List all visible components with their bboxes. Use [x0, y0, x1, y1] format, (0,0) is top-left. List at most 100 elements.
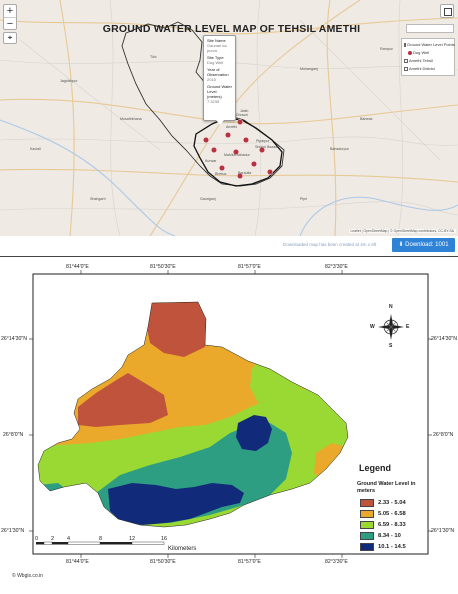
- place-label: Pipri: [300, 197, 307, 201]
- scale-unit: Kilometers: [168, 546, 197, 552]
- legend-label: 6.59 - 8.33: [378, 521, 406, 528]
- place-label: Bahadurpur: [330, 147, 350, 151]
- download-bar: Downloaded map has been created at 4m x …: [0, 236, 458, 254]
- download-status-text: Downloaded map has been created at 4m x …: [283, 242, 377, 247]
- place-label: Mohanganj: [300, 67, 318, 71]
- layer-item-dug-well[interactable]: Dug Well: [404, 49, 452, 57]
- compass-west-label: W: [370, 324, 375, 330]
- copyright-credit: © Wbgis.co.in: [12, 573, 43, 579]
- scale-tick-label: 8: [99, 536, 103, 542]
- layer-group-ground-water[interactable]: Ground Water Level Points: [404, 41, 455, 49]
- popup-value: Dug Well: [207, 60, 224, 65]
- coord-top-3: 81°57'0"E: [238, 264, 261, 270]
- place-label: Dhrauri: [236, 113, 248, 117]
- coord-left-1: 26°14'30"N: [1, 336, 27, 342]
- coord-bottom-2: 81°50'30"E: [150, 559, 176, 565]
- legend-label: 5.05 - 6.58: [378, 510, 406, 517]
- coord-top-1: 81°44'0"E: [66, 264, 89, 270]
- tehsil-outline: [37, 301, 349, 528]
- place-label: Bhetua: [215, 172, 226, 176]
- fullscreen-icon[interactable]: [440, 4, 454, 18]
- coord-top-4: 82°3'30"E: [325, 264, 348, 270]
- zone-10-1-14-5-south: [108, 483, 244, 525]
- coord-right-3: 26°1'30"N: [431, 528, 455, 534]
- popup-value: Gaunari ka purva: [207, 43, 227, 53]
- coord-right-1: 26°14'30"N: [431, 336, 457, 342]
- layer-checkbox[interactable]: [404, 43, 406, 47]
- zoom-in-button[interactable]: +: [6, 5, 14, 17]
- coord-bottom-3: 81°57'0"E: [238, 559, 261, 565]
- place-label: Piparpur: [256, 139, 270, 143]
- legend-item: 8.34 - 10: [360, 531, 401, 540]
- legend-swatch: [360, 509, 374, 518]
- layer-item-amethi-tehsil[interactable]: Amethi Tehsil: [404, 57, 452, 65]
- web-map-panel[interactable]: Amethi Jaish Tiloi Mohanganj Rampur Jagdishpu…: [0, 0, 458, 236]
- coord-left-3: 26°1'30"N: [1, 528, 25, 534]
- place-label: Shukul Bazaar: [255, 145, 279, 149]
- search-input[interactable]: [406, 24, 454, 33]
- legend-label: 2.33 - 5.04: [378, 499, 406, 506]
- scale-bar: [36, 541, 165, 545]
- zone-10-1-14-5-center: [236, 415, 272, 451]
- scale-tick-label: 16: [161, 536, 168, 542]
- place-label: Shahgarh: [90, 197, 106, 201]
- legend-item: 6.59 - 8.33: [360, 520, 406, 529]
- legend-subtitle: Ground Water Level in meters: [357, 481, 416, 494]
- layer-checkbox[interactable]: [404, 59, 408, 63]
- popup-value: 2015: [207, 77, 216, 82]
- place-label: Mahika bahadur: [224, 153, 251, 157]
- printed-map: [29, 270, 432, 558]
- place-label: Musafirkhana: [120, 117, 142, 121]
- coord-bottom-4: 82°3'30"E: [325, 559, 348, 565]
- compass-south-label: S: [389, 343, 393, 349]
- layer-checkbox[interactable]: [404, 67, 408, 71]
- popup-value: 7.3235: [207, 99, 220, 104]
- layer-item-label: Dug Well: [413, 50, 430, 55]
- coord-bottom-1: 81°44'0"E: [66, 559, 89, 565]
- popup-label: Site Name: [207, 38, 226, 43]
- legend-title: Legend: [359, 463, 392, 473]
- coord-top-2: 81°50'30"E: [150, 264, 176, 270]
- print-map-panel: 81°44'0"E 81°50'30"E 81°57'0"E 82°3'30"E…: [0, 256, 458, 593]
- zoom-out-button[interactable]: −: [4, 17, 16, 30]
- legend-swatch: [360, 531, 374, 540]
- legend-item: 10.1 - 14.5: [360, 542, 406, 551]
- scale-tick-label: 2: [51, 536, 55, 542]
- zone-2-33-5-04-north: [146, 302, 206, 357]
- dug-well-swatch-icon: [408, 51, 412, 55]
- map-title: GROUND WATER LEVEL MAP OF TEHSIL AMETHI: [102, 23, 361, 35]
- place-label: Jagdishpur: [60, 79, 78, 83]
- scale-tick-label: 0: [35, 536, 39, 542]
- legend-swatch: [360, 542, 374, 551]
- coord-right-2: 26°8'0"N: [433, 432, 454, 438]
- place-label: Jaish: [240, 109, 248, 113]
- compass-north-label: N: [389, 304, 393, 310]
- place-label: Baraulia: [238, 171, 251, 175]
- layer-item-label: Amethi Tehsil: [409, 58, 433, 63]
- popup-label: Site Type: [207, 55, 224, 60]
- download-button[interactable]: ⬇ Download: 1001: [392, 238, 455, 252]
- scale-tick-label: 12: [129, 536, 136, 542]
- layer-item-label: Amethi District: [409, 66, 435, 71]
- amethi-district-boundary: [121, 21, 285, 187]
- popup-label: Year of Observation: [207, 67, 229, 77]
- place-label: Tiloi: [150, 55, 157, 59]
- scale-tick-label: 4: [67, 536, 71, 542]
- place-label: Kurwar: [205, 159, 217, 163]
- map-attribution[interactable]: Leaflet | OpenStreetMap | © OpenStreetMa…: [348, 229, 456, 233]
- layer-group-label: Ground Water Level Points: [407, 42, 455, 47]
- place-label: Kaviali: [30, 147, 41, 151]
- location-pin-icon[interactable]: ⌖: [3, 32, 17, 44]
- place-label: Gauriganj: [200, 197, 216, 201]
- compass-rose-icon: [378, 314, 404, 340]
- popup-label: Ground Water Level (meters): [207, 84, 232, 99]
- place-label: Rampur: [380, 47, 394, 51]
- legend-label: 10.1 - 14.5: [378, 543, 406, 550]
- place-label: Baheda: [360, 117, 372, 121]
- legend-item: 5.05 - 6.58: [360, 509, 406, 518]
- layer-item-amethi-district[interactable]: Amethi District: [404, 65, 452, 73]
- site-info-popup: Site Name Gaunari ka purva Site Type Dug…: [203, 35, 236, 125]
- place-label: Amethi: [226, 125, 237, 129]
- zoom-control: + −: [3, 4, 17, 30]
- compass-east-label: E: [406, 324, 410, 330]
